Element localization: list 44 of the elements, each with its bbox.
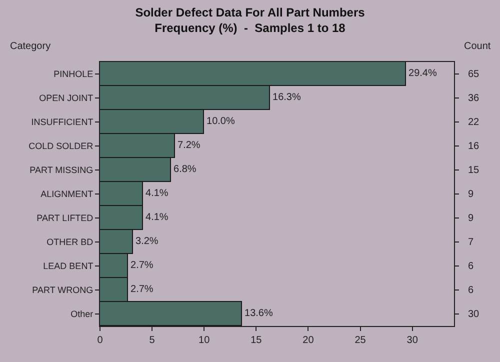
data-label: 6.8% — [174, 164, 196, 175]
data-label: 4.1% — [146, 212, 168, 223]
y-tick-label: OTHER BD — [46, 237, 94, 248]
y-tick-label: LEAD BENT — [43, 261, 94, 272]
text: 15 — [468, 165, 480, 176]
data-label: 16.3% — [272, 92, 301, 103]
text: 22 — [468, 117, 480, 128]
y2-axis-title: Count — [464, 41, 491, 52]
text: 30 — [468, 309, 480, 320]
data-label: 4.1% — [146, 188, 168, 199]
data-label: 29.4% — [408, 68, 437, 79]
y-tick-label: PART LIFTED — [36, 213, 94, 224]
text: 9 — [468, 213, 474, 224]
y-tick-label: PART MISSING — [30, 165, 94, 176]
chart-title: Solder Defect Data For All Part Numbers — [135, 5, 366, 20]
x-tick-label: 25 — [354, 335, 366, 346]
text: 36 — [468, 93, 480, 104]
x-tick-label: 10 — [198, 335, 210, 346]
data-label: 13.6% — [244, 308, 273, 319]
x-tick-label: 5 — [149, 335, 156, 346]
y-tick-label: PINHOLE — [54, 69, 94, 80]
x-tick-label: 0 — [97, 335, 104, 346]
text: 7 — [468, 237, 474, 248]
chart-subtitle: Frequency (%) - Samples 1 to 18 — [154, 20, 346, 35]
data-label: 3.2% — [136, 236, 158, 247]
y-tick-label: ALIGNMENT — [40, 189, 94, 200]
text: 16 — [468, 141, 480, 152]
text: 6 — [468, 285, 474, 296]
x-tick-label: 30 — [406, 335, 418, 346]
y-tick-label: INSUFFICIENT — [31, 117, 94, 128]
data-label: 7.2% — [178, 140, 200, 151]
text: 65 — [468, 69, 480, 80]
y-axis-title: Category — [10, 41, 51, 52]
data-label: 2.7% — [130, 260, 154, 271]
x-tick-label: 15 — [250, 335, 262, 346]
data-label: 10.0% — [206, 116, 235, 127]
data-label: 2.7% — [130, 284, 154, 295]
y-tick-label: OPEN JOINT — [39, 93, 94, 104]
y-tick-label: PART WRONG — [32, 285, 94, 296]
x-tick-label: 20 — [302, 335, 314, 346]
text: 9 — [468, 189, 474, 200]
y-tick-label: Other — [70, 309, 94, 320]
text: 6 — [468, 261, 474, 272]
y-tick-label: COLD SOLDER — [28, 141, 94, 152]
